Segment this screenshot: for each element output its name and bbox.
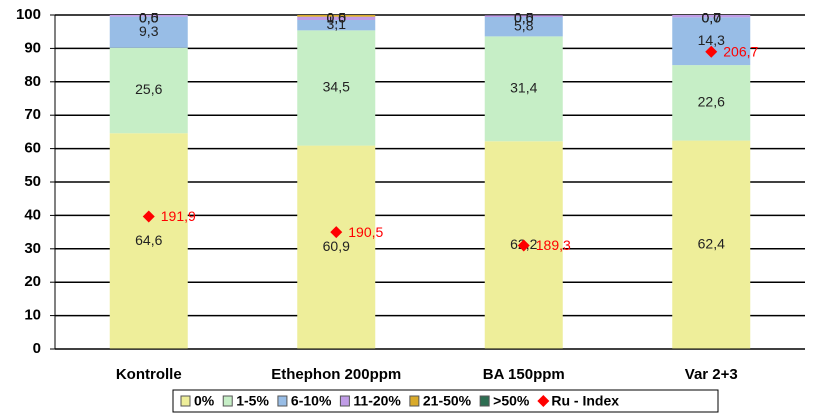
bar-segment (484, 36, 563, 142)
ru-marker (517, 239, 530, 252)
data-label: 64,6 (135, 232, 162, 248)
data-label: 0,0 (139, 10, 159, 26)
y-tick-label: 90 (24, 39, 41, 56)
legend-marker (537, 395, 550, 407)
bar-segment (109, 133, 188, 349)
data-label: 14,3 (698, 32, 725, 48)
data-label: 0,0 (702, 10, 722, 26)
x-tick-label: Kontrolle (116, 366, 182, 383)
legend-label: 0% (194, 393, 215, 409)
bar-segment (672, 15, 751, 18)
x-tick-label: BA 150ppm (483, 366, 565, 383)
data-label: 0,5 (139, 10, 159, 26)
x-tick-label: Var 2+3 (685, 366, 738, 383)
legend-marker (180, 395, 191, 407)
legend-marker (339, 395, 350, 407)
legend-label: 21-50% (423, 393, 472, 409)
y-tick-label: 50 (24, 173, 41, 190)
data-label: 206,7 (723, 43, 758, 59)
bar-segment (297, 15, 376, 17)
bar-segment (672, 65, 751, 141)
data-label: 189,3 (536, 237, 571, 253)
bar-segment (672, 140, 751, 349)
y-tick-label: 80 (24, 73, 41, 90)
data-label: 0,0 (139, 10, 159, 26)
legend-label: 1-5% (236, 393, 269, 409)
data-label: 191,9 (161, 208, 196, 224)
legend-marker (222, 395, 233, 407)
data-label: 0,5 (514, 10, 534, 26)
bar-segment (297, 30, 376, 146)
data-label: 0,0 (702, 10, 722, 26)
data-label: 0,0 (327, 10, 347, 26)
y-tick-label: 70 (24, 106, 41, 123)
legend-label: >50% (493, 393, 530, 409)
data-label: 0,0 (514, 10, 534, 26)
legend-marker (277, 395, 288, 407)
bar-segment (109, 15, 188, 17)
data-label: 1,0 (327, 10, 347, 26)
data-label: 0,0 (514, 10, 534, 26)
data-label: 5,8 (514, 17, 534, 33)
data-label: 60,9 (323, 238, 350, 254)
legend-label: Ru - Index (551, 393, 619, 409)
data-label: 34,5 (323, 79, 350, 95)
legend-label: 6-10% (291, 393, 332, 409)
data-label: 25,6 (135, 81, 162, 97)
bar-segment (109, 47, 188, 134)
data-label: 9,3 (139, 23, 159, 39)
legend-label: 11-20% (353, 393, 401, 409)
y-tick-label: 20 (24, 273, 41, 290)
bar-segment (297, 20, 376, 31)
data-label: 62,4 (698, 235, 725, 251)
legend-box (172, 389, 719, 413)
y-tick-label: 100 (16, 6, 41, 23)
data-label: 31,4 (510, 80, 537, 96)
bar-segment (484, 15, 563, 18)
data-label: 190,5 (348, 224, 383, 240)
data-label: 0,5 (327, 10, 347, 26)
bar-segment (297, 145, 376, 349)
legend-marker (479, 395, 490, 407)
ru-marker (705, 45, 718, 58)
y-tick-label: 40 (24, 206, 41, 223)
x-tick-label: Ethephon 200ppm (271, 366, 401, 383)
y-tick-label: 30 (24, 240, 41, 257)
y-tick-label: 60 (24, 140, 41, 157)
ru-marker (142, 210, 155, 223)
data-label: 0,7 (702, 10, 722, 26)
y-tick-label: 10 (24, 307, 41, 324)
data-label: 22,6 (698, 94, 725, 110)
y-tick-label: 0 (33, 340, 41, 357)
bar-segment (484, 17, 563, 37)
bar-segment (297, 16, 376, 21)
bar-segment (109, 16, 188, 48)
legend-marker (409, 395, 420, 407)
ru-marker (330, 226, 343, 239)
